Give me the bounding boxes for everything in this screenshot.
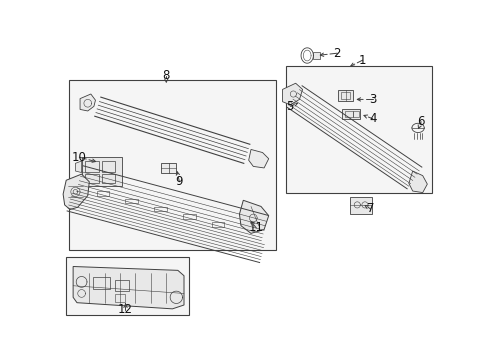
Bar — [161, 163, 176, 173]
Text: 2: 2 — [333, 47, 340, 60]
Bar — [102, 161, 115, 172]
Bar — [97, 191, 109, 196]
Polygon shape — [73, 266, 183, 309]
Text: 10: 10 — [72, 150, 86, 164]
Bar — [344, 111, 352, 117]
Text: 4: 4 — [368, 112, 376, 125]
Polygon shape — [80, 94, 95, 111]
Text: 3: 3 — [368, 93, 376, 106]
Bar — [115, 294, 125, 302]
Polygon shape — [63, 174, 89, 210]
Bar — [352, 111, 358, 117]
Text: 8: 8 — [163, 69, 170, 82]
Text: 5: 5 — [286, 100, 293, 113]
Polygon shape — [282, 83, 302, 105]
Polygon shape — [75, 161, 81, 172]
Bar — [93, 276, 110, 289]
Bar — [115, 280, 128, 291]
Text: 6: 6 — [417, 115, 424, 128]
Text: 11: 11 — [248, 221, 264, 234]
Bar — [85, 174, 99, 183]
Polygon shape — [408, 171, 427, 193]
Polygon shape — [248, 149, 268, 168]
Bar — [341, 109, 360, 120]
Bar — [68, 80, 276, 249]
Bar — [337, 90, 353, 101]
Bar — [66, 257, 189, 315]
Bar — [285, 66, 431, 193]
Polygon shape — [313, 53, 319, 59]
Text: 7: 7 — [366, 202, 373, 215]
Bar — [154, 207, 166, 211]
Text: 12: 12 — [118, 303, 133, 316]
Text: 1: 1 — [358, 54, 366, 67]
Bar — [341, 93, 349, 99]
Text: 9: 9 — [175, 175, 183, 188]
Polygon shape — [239, 200, 268, 233]
Bar — [85, 161, 99, 172]
Bar — [81, 157, 122, 186]
Bar — [349, 197, 371, 214]
Bar — [125, 199, 138, 203]
Bar — [183, 214, 195, 219]
Bar — [102, 174, 115, 183]
Bar — [212, 222, 224, 227]
